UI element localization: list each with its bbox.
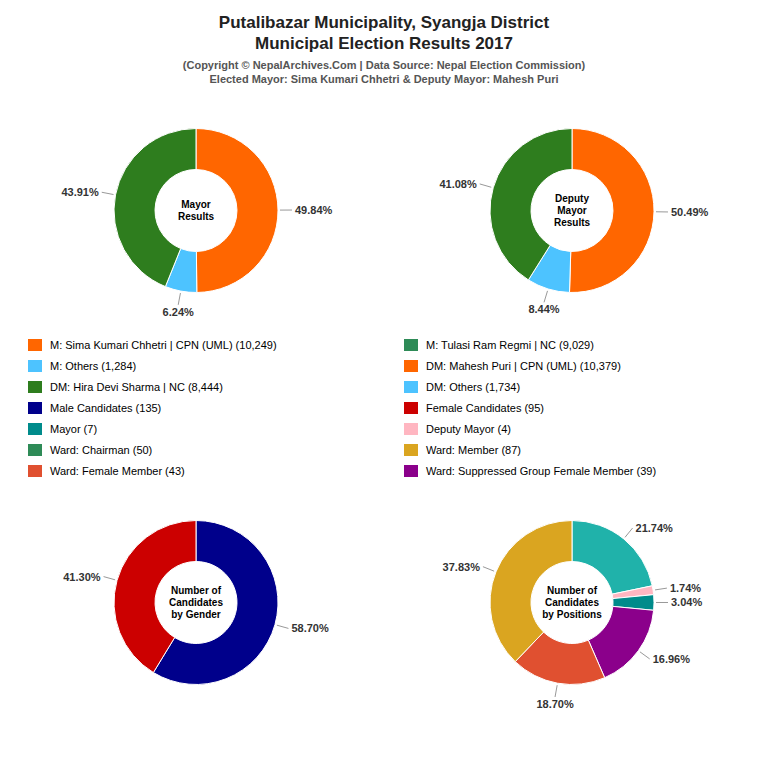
html-text:Mayor: Mayor bbox=[181, 198, 211, 210]
html-text:Ward: Suppressed Group Female: Ward: Suppressed Group Female Member (39… bbox=[426, 464, 657, 477]
html-text:Municipal Election Results 201: Municipal Election Results 2017 bbox=[255, 34, 513, 53]
html-text:DM: Others (1,734): DM: Others (1,734) bbox=[426, 380, 521, 393]
html-text:(Copyright © NepalArchives.Com: (Copyright © NepalArchives.Com | Data So… bbox=[182, 59, 586, 71]
html-text:Deputy Mayor (4): Deputy Mayor (4) bbox=[426, 422, 511, 435]
html-text:by Positions: by Positions bbox=[542, 608, 602, 620]
html-text:Ward: Chairman (50): Ward: Chairman (50) bbox=[50, 443, 153, 456]
html-text:Candidates: Candidates bbox=[169, 596, 223, 608]
svg-text:49.84%: 49.84% bbox=[295, 204, 333, 216]
html-text:Results: Results bbox=[177, 210, 215, 222]
svg-text:21.74%: 21.74% bbox=[636, 522, 674, 534]
svg-text:37.83%: 37.83% bbox=[443, 561, 481, 573]
html-text:Candidates: Candidates bbox=[545, 596, 599, 608]
html-text:Deputy: Deputy bbox=[555, 192, 589, 204]
svg-text:8.44%: 8.44% bbox=[528, 303, 559, 315]
svg-text:6.24%: 6.24% bbox=[163, 306, 194, 318]
svg-text:58.70%: 58.70% bbox=[291, 622, 329, 634]
svg-text:41.08%: 41.08% bbox=[439, 178, 477, 190]
html-text:M: Others (1,284): M: Others (1,284) bbox=[50, 359, 137, 372]
html-text:Putalibazar Municipality, Syan: Putalibazar Municipality, Syangja Distri… bbox=[218, 13, 550, 32]
svg-text:43.91%: 43.91% bbox=[61, 186, 99, 198]
html-text:Female Candidates (95): Female Candidates (95) bbox=[426, 401, 544, 414]
svg-text:41.30%: 41.30% bbox=[63, 571, 101, 583]
html-text:M: Sima Kumari Chhetri | CPN (: M: Sima Kumari Chhetri | CPN (UML) (10,2… bbox=[50, 338, 277, 351]
html-text:Ward: Member (87): Ward: Member (87) bbox=[426, 443, 521, 456]
svg-text:1.74%: 1.74% bbox=[670, 582, 701, 594]
html-text:Number of: Number of bbox=[171, 584, 221, 596]
html-text:Ward: Female Member (43): Ward: Female Member (43) bbox=[50, 464, 185, 477]
html-text:Male Candidates (135): Male Candidates (135) bbox=[50, 401, 162, 414]
svg-text:16.96%: 16.96% bbox=[653, 653, 691, 665]
html-text:DM: Hira Devi Sharma | NC (8,4: DM: Hira Devi Sharma | NC (8,444) bbox=[50, 380, 223, 393]
svg-text:50.49%: 50.49% bbox=[671, 206, 709, 218]
svg-text:18.70%: 18.70% bbox=[536, 698, 574, 710]
html-text:Mayor (7): Mayor (7) bbox=[50, 422, 98, 435]
html-text:Number of: Number of bbox=[547, 584, 597, 596]
html-text:by Gender: by Gender bbox=[171, 608, 221, 620]
html-text:M: Tulasi Ram Regmi | NC (9,02: M: Tulasi Ram Regmi | NC (9,029) bbox=[426, 338, 594, 351]
html-text:Mayor: Mayor bbox=[557, 204, 587, 216]
html-text:DM: Mahesh Puri | CPN (UML) (1: DM: Mahesh Puri | CPN (UML) (10,379) bbox=[426, 359, 621, 372]
html-text:Elected Mayor: Sima Kumari Chh: Elected Mayor: Sima Kumari Chhetri & Dep… bbox=[209, 73, 559, 85]
html-text:Results: Results bbox=[553, 216, 591, 228]
svg-text:3.04%: 3.04% bbox=[671, 596, 702, 608]
